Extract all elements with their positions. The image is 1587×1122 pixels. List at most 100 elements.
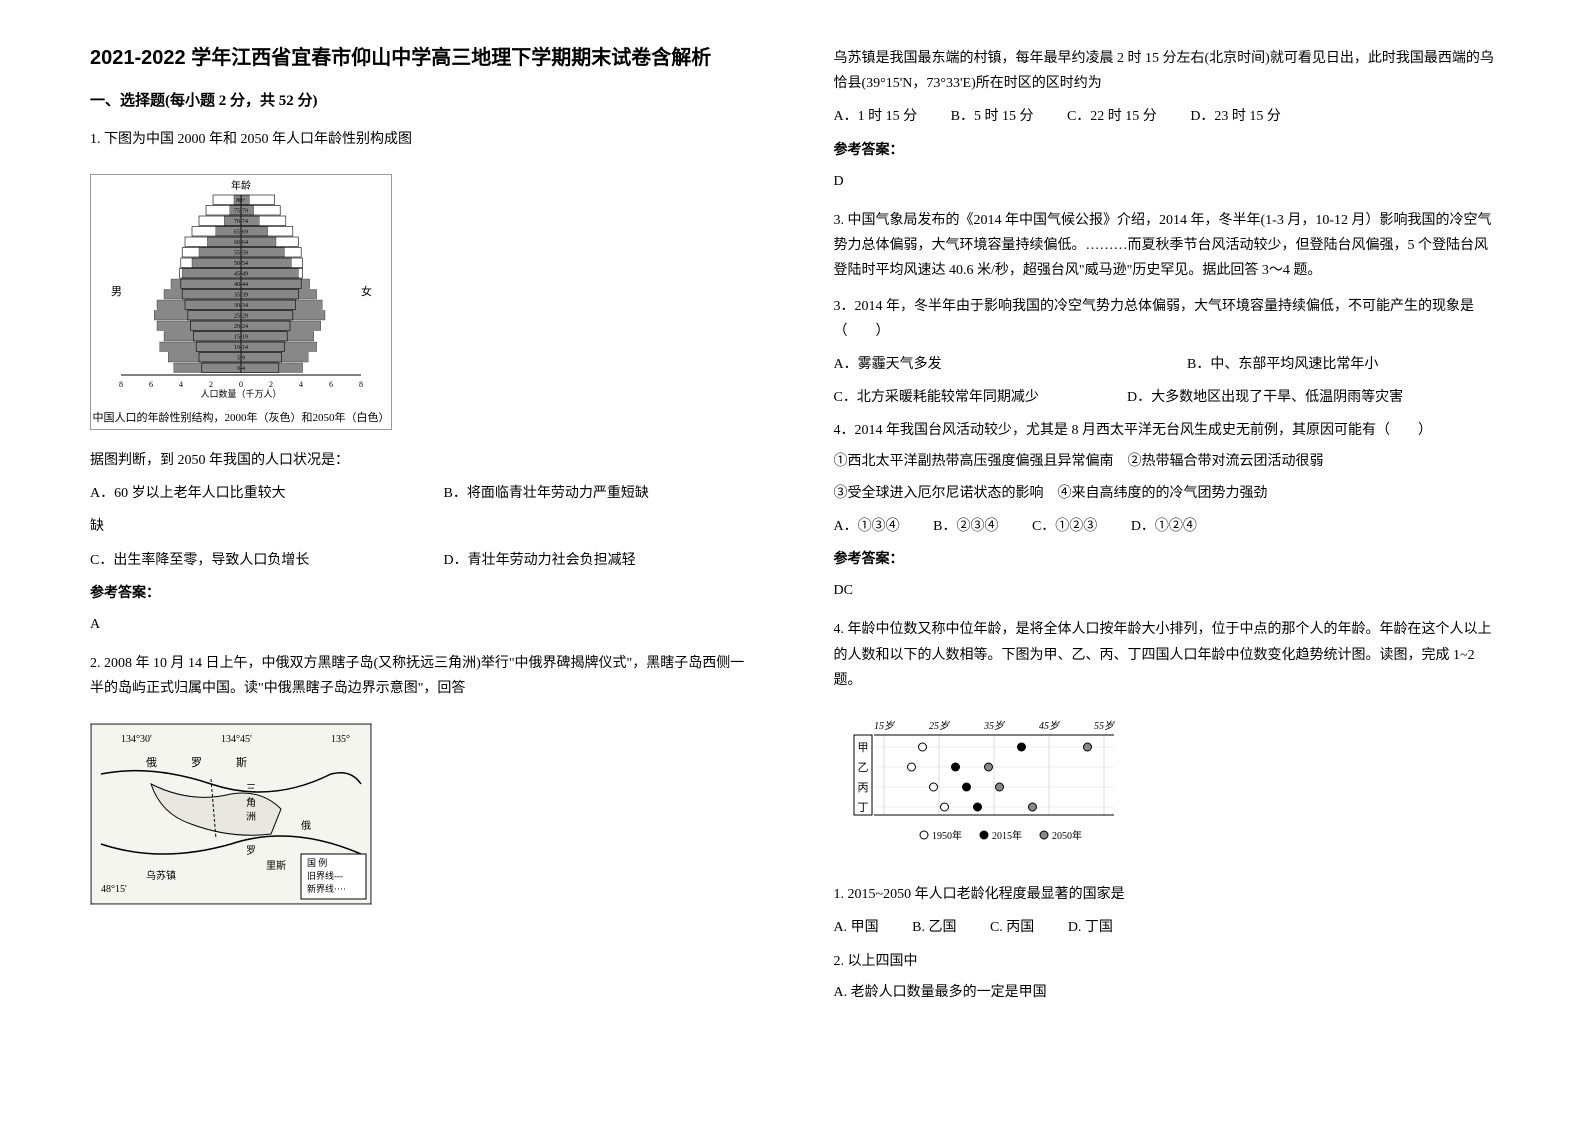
q2-answer-label: 参考答案： (834, 138, 1498, 163)
q1-answer-label: 参考答案： (90, 581, 754, 606)
q3-answer: DC (834, 578, 1498, 603)
q3-s3D: D．大多数地区出现了干旱、低温阴雨等灾害 (1127, 385, 1403, 410)
q3-line2: ③受全球进入厄尔尼诺状态的影响 ④来自高纬度的的冷气团势力强劲 (834, 481, 1498, 506)
svg-text:40-44: 40-44 (234, 282, 248, 288)
svg-text:4: 4 (179, 380, 183, 389)
q3-s4D: D．①②④ (1131, 514, 1197, 539)
pyramid-female-label: 女 (361, 284, 372, 298)
pyramid-title: 年龄 (231, 179, 251, 192)
svg-text:80+: 80+ (236, 198, 246, 204)
svg-text:4: 4 (299, 380, 303, 389)
map-label-luo2: 罗 (246, 845, 256, 857)
svg-text:50-54: 50-54 (234, 261, 248, 267)
map-lon-left: 134°30' (121, 734, 152, 745)
svg-text:70-74: 70-74 (234, 219, 248, 225)
map-label-e1: 俄 (146, 756, 157, 769)
q2-optD: D．23 时 15 分 (1190, 104, 1281, 129)
q2-map-figure: 134°30' 134°45' 135° 48°15' 俄 罗 斯 三 角 洲 … (90, 723, 372, 905)
map-lat: 48°15' (101, 884, 127, 895)
svg-text:5-9: 5-9 (237, 356, 245, 362)
svg-text:45岁: 45岁 (1039, 720, 1060, 732)
map-label-lisi: 里斯 (266, 859, 286, 872)
svg-text:0-4: 0-4 (237, 366, 245, 372)
svg-text:20-24: 20-24 (234, 324, 248, 330)
q3-s3B: B．中、东部平均风速比常年小 (1187, 352, 1378, 377)
q1-optB: B．将面临青壮年劳动力严重短缺 (444, 481, 649, 506)
svg-text:55岁: 55岁 (1094, 720, 1115, 732)
q1-answer: A (90, 612, 754, 637)
svg-text:0: 0 (239, 380, 243, 389)
map-lon-mid: 134°45' (221, 734, 252, 745)
svg-text:60-64: 60-64 (234, 240, 248, 246)
q4-sub2: 2. 以上四国中 (834, 949, 1498, 974)
q3-sub3: 3．2014 年，冬半年由于影响我国的冷空气势力总体偏弱，大气环境容量持续偏低，… (834, 294, 1498, 344)
map-legend-new: 新界线···· (307, 883, 346, 894)
svg-text:2: 2 (209, 380, 213, 389)
q2-stem: 2. 2008 年 10 月 14 日上午，中俄双方黑瞎子岛(又称抚远三角洲)举… (90, 651, 754, 701)
q1-optA: A．60 岁以上老年人口比重较大 (90, 481, 410, 506)
map-lon-right: 135° (331, 734, 350, 745)
svg-text:6: 6 (329, 380, 333, 389)
svg-text:25-29: 25-29 (234, 314, 248, 320)
map-label-e2: 俄 (301, 820, 311, 832)
map-label-wusu: 乌苏镇 (146, 869, 176, 882)
q3-s4B: B．②③④ (933, 514, 998, 539)
q3-s3A: A．雾霾天气多发 (834, 352, 1154, 377)
q4-s1C: C. 丙国 (990, 915, 1034, 940)
svg-text:丁: 丁 (857, 802, 868, 814)
svg-text:75-79: 75-79 (234, 209, 248, 215)
page-title: 2021-2022 学年江西省宜春市仰山中学高三地理下学期期末试卷含解析 (90, 40, 754, 76)
q2-optC: C．22 时 15 分 (1067, 104, 1157, 129)
q1-optB-cont: 缺 (90, 514, 754, 539)
map-label-si: 斯 (236, 756, 247, 769)
pyramid-male-label: 男 (111, 286, 122, 298)
q2-optA: A．1 时 15 分 (834, 104, 918, 129)
map-label-jiao: 角 (246, 797, 256, 809)
pyramid-caption: 中国人口的年龄性别结构，2000年（灰色）和2050年（白色） (91, 409, 391, 429)
q1-pyramid-figure: 年龄 男 女 80+ 75-79 70-74 65-69 60-64 55-59 50-54… (90, 174, 392, 430)
svg-text:甲: 甲 (857, 742, 868, 754)
q3-s4A: A．①③④ (834, 514, 900, 539)
svg-text:8: 8 (119, 380, 123, 389)
svg-text:2050年: 2050年 (1052, 829, 1082, 842)
svg-text:55-59: 55-59 (234, 251, 248, 257)
q4-s1D: D. 丁国 (1068, 915, 1113, 940)
svg-text:6: 6 (149, 380, 153, 389)
svg-text:65-69: 65-69 (234, 230, 248, 236)
section-heading: 一、选择题(每小题 2 分，共 52 分) (90, 88, 754, 115)
q4-sub1: 1. 2015~2050 年人口老龄化程度最显著的国家是 (834, 882, 1498, 907)
svg-text:乙: 乙 (857, 761, 868, 774)
q1-stem: 1. 下图为中国 2000 年和 2050 年人口年龄性别构成图 (90, 127, 754, 152)
svg-text:8: 8 (359, 380, 363, 389)
q1-optD: D．青壮年劳动力社会负担减轻 (444, 548, 636, 573)
q3-stem: 3. 中国气象局发布的《2014 年中国气候公报》介绍，2014 年，冬半年(1… (834, 208, 1498, 284)
map-legend-title: 国 例 (307, 857, 327, 868)
pyramid-xlabel: 人口数量（千万人） (200, 388, 281, 399)
q2-optB: B．5 时 15 分 (951, 104, 1034, 129)
q1-subq: 据图判断，到 2050 年我国的人口状况是： (90, 448, 754, 473)
svg-text:丙: 丙 (857, 782, 868, 794)
q3-line1: ①西北太平洋副热带高压强度偏强且异常偏南 ②热带辐合带对流云团活动很弱 (834, 449, 1498, 474)
svg-text:30-34: 30-34 (234, 303, 248, 309)
svg-text:15-19: 15-19 (234, 335, 248, 341)
q4-chart-figure: 15岁 25岁 35岁 45岁 55岁 甲乙丙丁 1950年 2015年 2050年 (834, 715, 1134, 855)
q4-s1A: A. 甲国 (834, 915, 879, 940)
q3-answer-label: 参考答案： (834, 547, 1498, 572)
map-label-san: 三 (246, 784, 256, 795)
svg-text:35岁: 35岁 (983, 720, 1005, 732)
svg-text:25岁: 25岁 (929, 720, 950, 732)
svg-text:10-14: 10-14 (234, 345, 248, 351)
q2-answer: D (834, 169, 1498, 194)
svg-text:15岁: 15岁 (874, 720, 895, 732)
q3-s3C: C．北方采暖耗能较常年同期减少 (834, 385, 1094, 410)
map-legend-old: 旧界线--- (307, 870, 343, 881)
q1-optC: C．出生率降至零，导致人口负增长 (90, 548, 410, 573)
q4-stem: 4. 年龄中位数又称中位年龄，是将全体人口按年龄大小排列，位于中点的那个人的年龄… (834, 617, 1498, 693)
map-label-luo: 罗 (191, 756, 202, 769)
svg-text:1950年: 1950年 (932, 829, 962, 842)
q3-sub4: 4．2014 年我国台风活动较少，尤其是 8 月西太平洋无台风生成史无前例，其原… (834, 418, 1498, 443)
chart-legend: 1950年 2015年 2050年 (920, 829, 1082, 842)
svg-text:2015年: 2015年 (992, 829, 1022, 842)
q4-s2A: A. 老龄人口数量最多的一定是甲国 (834, 980, 1498, 1005)
q2-para1: 乌苏镇是我国最东端的村镇，每年最早约凌晨 2 时 15 分左右(北京时间)就可看… (834, 46, 1498, 96)
